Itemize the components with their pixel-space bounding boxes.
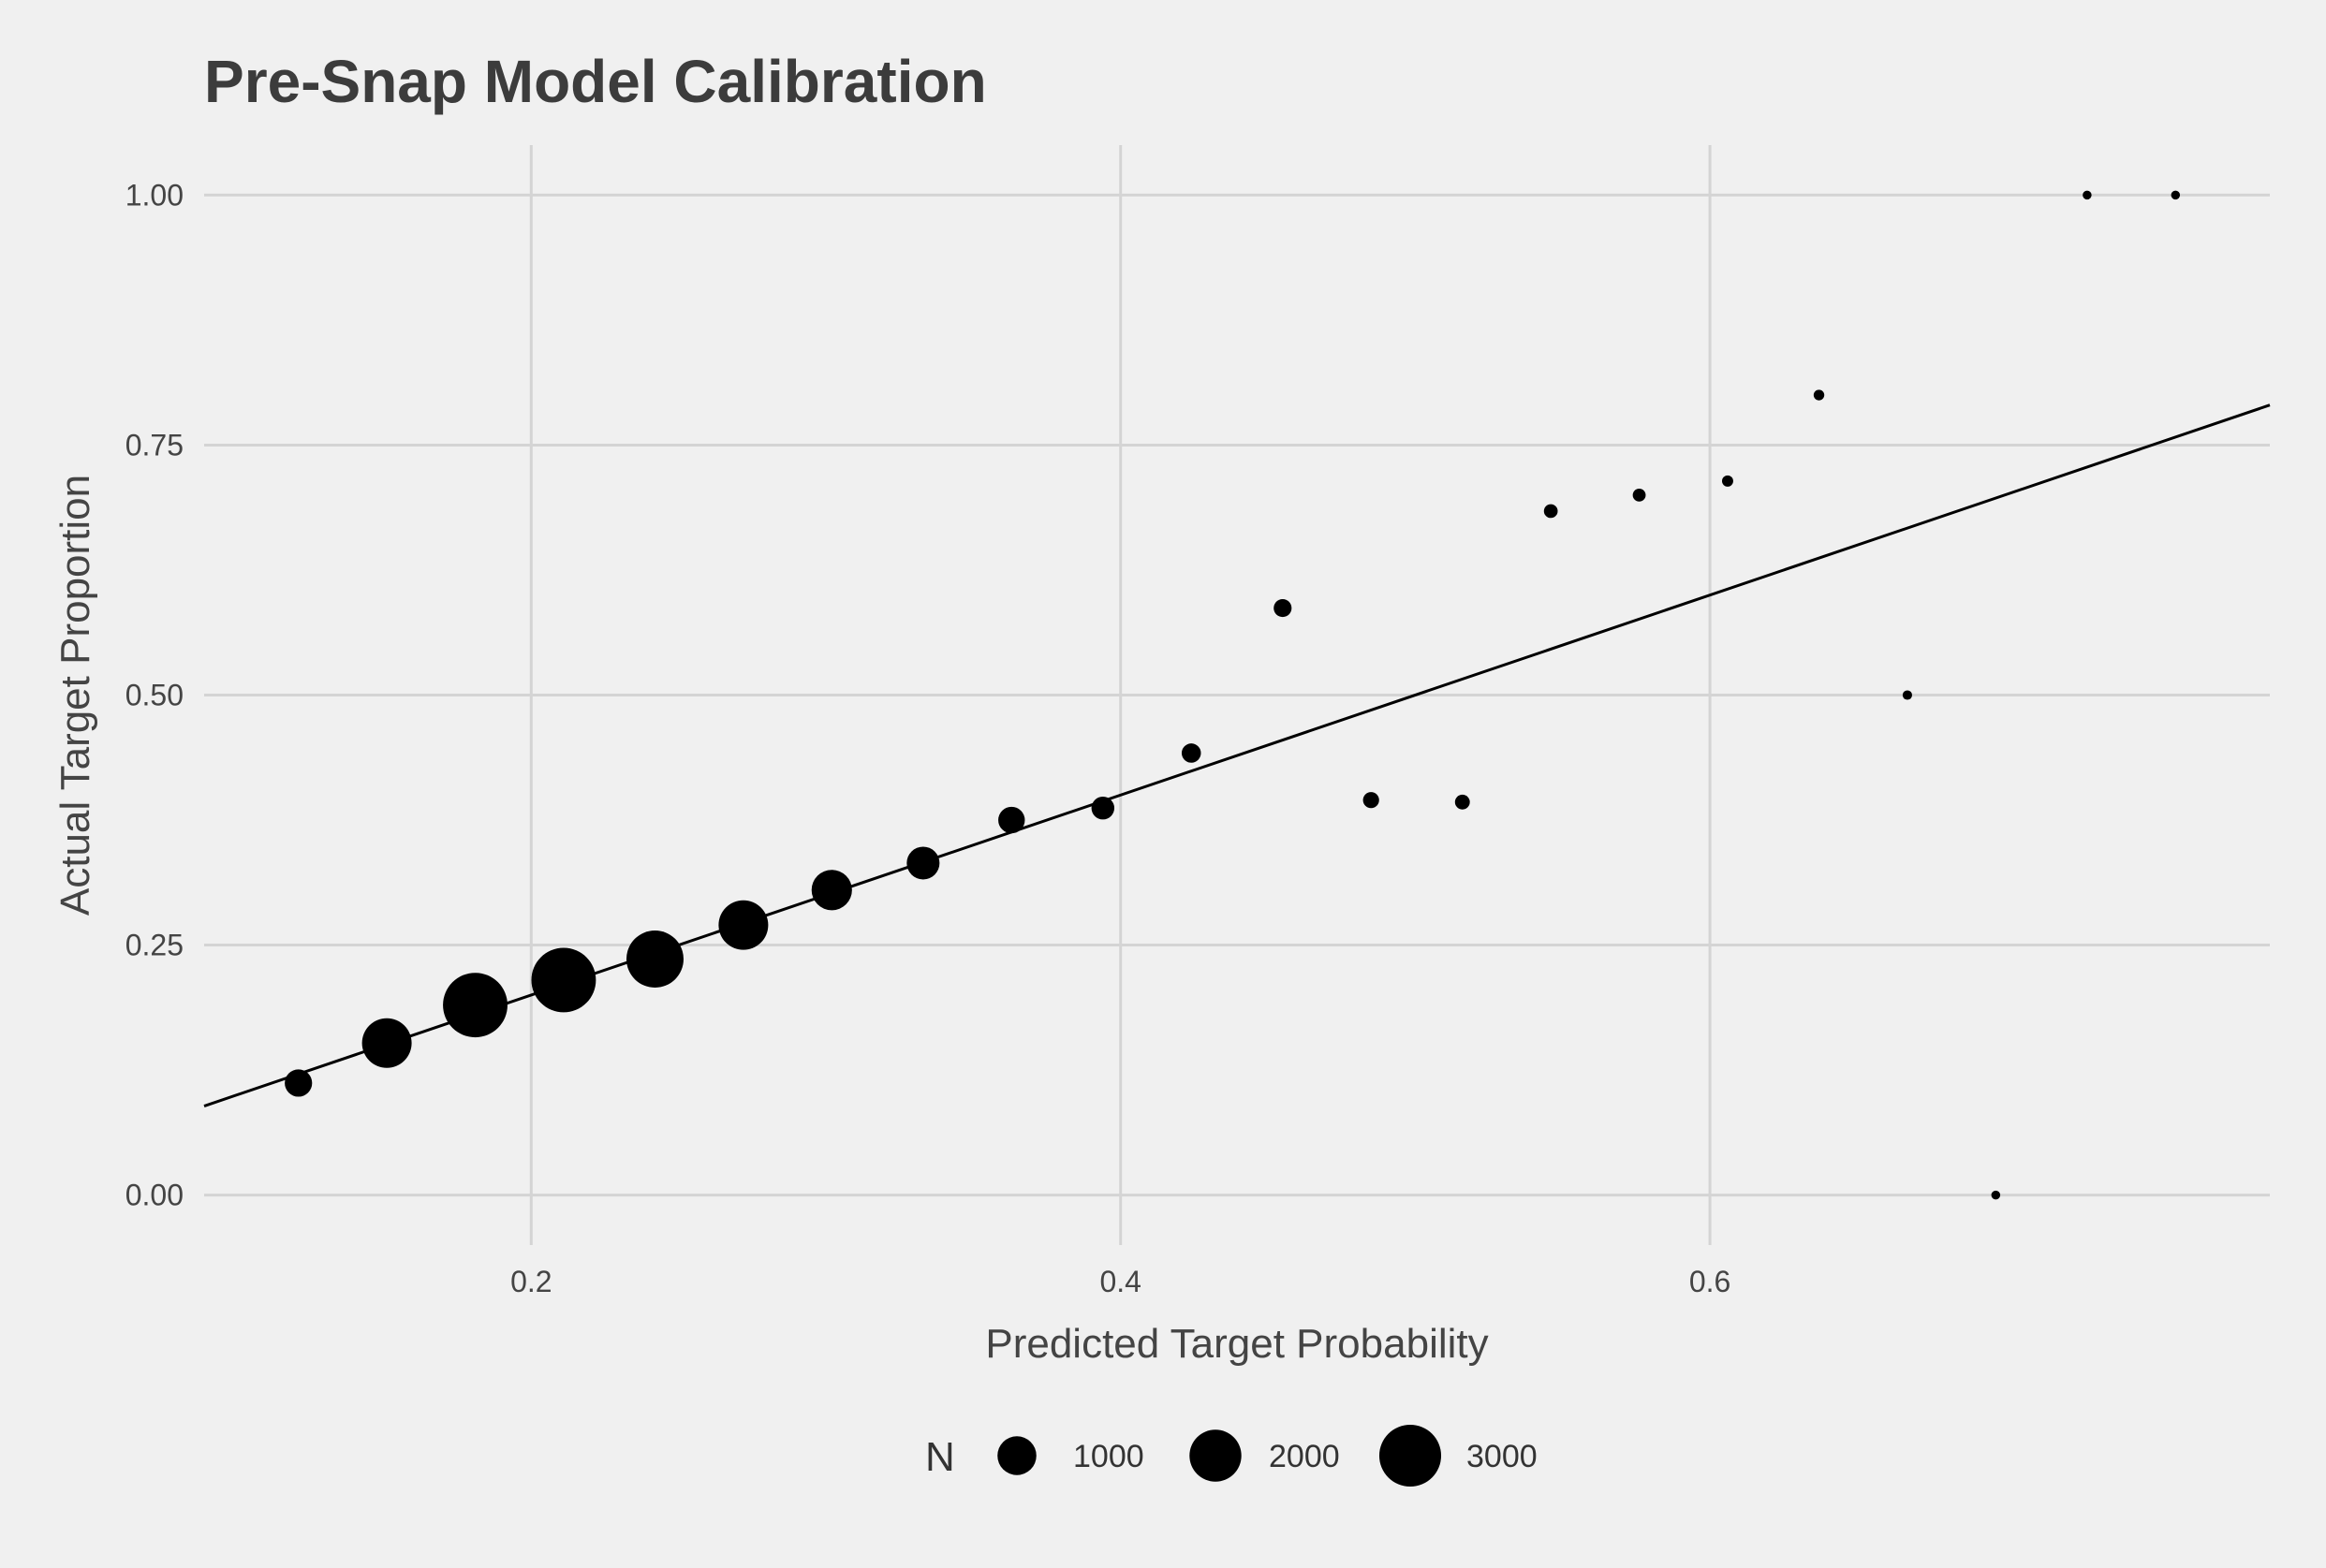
x-axis-title: Predicted Target Probability bbox=[985, 1321, 1488, 1367]
legend-label: 1000 bbox=[1073, 1439, 1144, 1474]
legend-label: 3000 bbox=[1466, 1439, 1538, 1474]
data-point bbox=[443, 973, 508, 1038]
data-point bbox=[1813, 389, 1825, 401]
y-tick-label: 1.00 bbox=[125, 178, 184, 212]
data-point bbox=[1902, 690, 1912, 700]
x-tick-label: 0.2 bbox=[510, 1265, 552, 1298]
data-point bbox=[811, 870, 852, 911]
y-axis-title: Actual Target Proportion bbox=[52, 475, 98, 916]
y-tick-label: 0.25 bbox=[125, 929, 184, 962]
legend-key-circle bbox=[1189, 1429, 1242, 1482]
data-point bbox=[1991, 1190, 2001, 1200]
legend-key-circle bbox=[1378, 1424, 1442, 1487]
data-point bbox=[1454, 794, 1470, 810]
data-point bbox=[1273, 599, 1292, 618]
size-legend: N 1000 2000 3000 bbox=[925, 1424, 1538, 1487]
data-point bbox=[1091, 796, 1115, 820]
legend-title: N bbox=[925, 1434, 955, 1480]
data-point bbox=[1181, 743, 1201, 763]
data-points bbox=[285, 190, 2181, 1200]
reference-line bbox=[203, 403, 2271, 1107]
data-point bbox=[285, 1069, 313, 1097]
y-tick-label: 0.50 bbox=[125, 679, 184, 712]
data-point bbox=[2083, 190, 2092, 200]
data-point bbox=[531, 947, 596, 1013]
x-tick-label: 0.6 bbox=[1689, 1265, 1730, 1298]
chart-title: Pre-Snap Model Calibration bbox=[204, 48, 987, 115]
data-point bbox=[906, 846, 940, 880]
y-tick-label: 0.75 bbox=[125, 428, 184, 462]
reference-line-layer bbox=[203, 403, 2271, 1107]
tick-labels: 0.00 0.25 0.50 0.75 1.00 0.2 0.4 0.6 bbox=[125, 178, 1731, 1298]
gridlines bbox=[204, 145, 2270, 1245]
x-tick-label: 0.4 bbox=[1099, 1265, 1141, 1298]
data-point bbox=[1721, 475, 1733, 487]
y-tick-label: 0.00 bbox=[125, 1179, 184, 1212]
data-point bbox=[1362, 792, 1379, 809]
data-point bbox=[998, 806, 1025, 834]
legend-label: 2000 bbox=[1269, 1439, 1340, 1474]
data-point bbox=[1632, 488, 1646, 502]
data-point bbox=[626, 931, 684, 988]
data-point bbox=[1543, 504, 1558, 519]
data-point bbox=[718, 900, 769, 950]
data-point bbox=[361, 1018, 412, 1068]
data-point bbox=[2171, 190, 2181, 200]
legend-key-circle bbox=[997, 1436, 1037, 1475]
